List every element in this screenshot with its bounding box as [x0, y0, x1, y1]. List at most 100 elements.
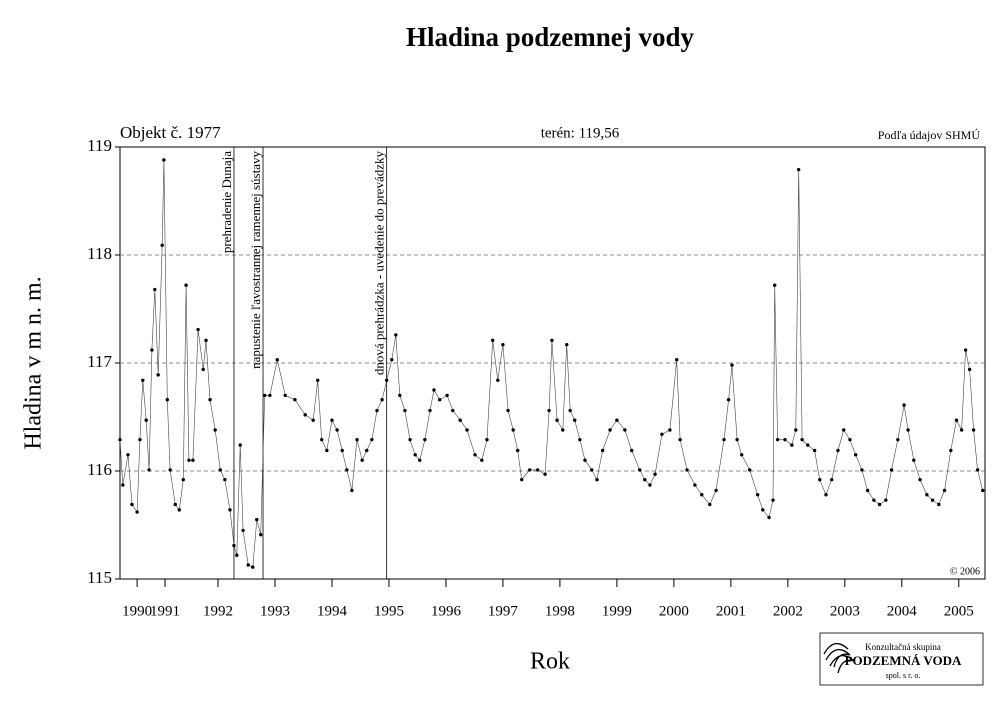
data-point	[561, 428, 565, 432]
data-point	[516, 448, 520, 453]
data-point	[568, 408, 572, 413]
data-point	[251, 565, 255, 569]
data-point	[191, 458, 195, 462]
y-tick-label: 117	[87, 352, 112, 371]
data-point	[213, 428, 217, 432]
x-tick-label: 1998	[545, 603, 575, 619]
data-point	[693, 483, 697, 487]
data-point	[930, 498, 935, 502]
data-point	[853, 453, 858, 457]
data-point	[963, 348, 968, 352]
data-point	[818, 477, 822, 482]
data-point	[739, 453, 744, 457]
data-point	[168, 468, 172, 472]
data-point	[501, 342, 505, 347]
data-point	[942, 488, 947, 493]
data-point	[615, 418, 619, 422]
data-point	[147, 468, 151, 472]
data-point	[458, 418, 462, 422]
data-point	[806, 443, 810, 447]
data-point	[437, 398, 442, 402]
data-point	[685, 468, 689, 472]
data-line	[119, 159, 983, 568]
x-tick-label: 2000	[659, 603, 689, 619]
data-point	[700, 493, 704, 497]
data-point	[118, 437, 122, 442]
data-point	[747, 468, 752, 472]
data-point	[235, 553, 239, 557]
data-point	[135, 510, 139, 514]
data-point	[967, 367, 972, 372]
data-point	[877, 502, 882, 507]
data-point	[201, 367, 205, 372]
data-point	[165, 398, 169, 402]
data-point	[547, 408, 551, 413]
data-point	[912, 458, 916, 462]
data-point	[473, 453, 477, 457]
data-point	[204, 338, 208, 343]
data-point	[403, 408, 407, 413]
data-point	[535, 468, 540, 472]
data-point	[228, 508, 232, 512]
data-point	[906, 428, 910, 432]
data-point	[345, 468, 349, 472]
data-point	[660, 432, 664, 436]
data-point	[528, 468, 532, 472]
data-point	[121, 483, 125, 487]
y-tick-label: 115	[87, 568, 112, 587]
data-point	[445, 393, 449, 398]
data-point	[187, 458, 191, 462]
data-point	[490, 338, 495, 343]
data-point	[623, 428, 627, 432]
data-point	[565, 342, 569, 347]
data-point	[643, 477, 647, 482]
data-point	[824, 493, 828, 497]
data-point	[675, 358, 679, 362]
data-point	[360, 458, 364, 462]
data-point	[773, 283, 777, 287]
data-point	[848, 437, 852, 442]
source-label: Podľa údajov SHMÚ	[878, 128, 981, 142]
data-point	[981, 488, 985, 493]
data-point	[432, 388, 436, 392]
data-point	[578, 437, 582, 442]
data-point	[173, 502, 177, 507]
logo-text: spol. s r. o.	[886, 671, 921, 680]
data-point	[398, 393, 402, 398]
y-tick-label: 118	[87, 244, 112, 263]
data-point	[451, 408, 455, 413]
data-point	[138, 437, 142, 442]
x-tick-label: 2005	[944, 603, 974, 619]
data-point	[595, 477, 599, 482]
data-point	[196, 327, 200, 332]
data-point	[316, 378, 320, 382]
data-point	[668, 428, 672, 432]
x-tick-label: 1991	[150, 603, 180, 619]
data-point	[653, 472, 657, 476]
data-point	[771, 498, 775, 502]
data-point	[637, 468, 642, 472]
data-point	[156, 373, 160, 377]
data-point	[259, 533, 263, 537]
data-point	[184, 283, 188, 287]
data-point	[726, 398, 731, 402]
x-axis-label: Rok	[530, 649, 570, 675]
data-point	[238, 443, 242, 447]
data-point	[241, 528, 245, 533]
data-point	[608, 428, 612, 432]
data-point	[153, 287, 157, 292]
event-label: napustenie ľavostrannej ramennej sústavy	[248, 151, 263, 369]
data-point	[355, 437, 359, 442]
y-tick-label: 119	[87, 136, 112, 155]
data-point	[550, 338, 554, 343]
data-point	[144, 418, 148, 422]
object-label: Objekt č. 1977	[120, 123, 221, 142]
x-tick-label: 1994	[317, 603, 348, 619]
data-point	[181, 477, 185, 482]
data-point	[884, 498, 888, 502]
data-point	[126, 453, 130, 457]
data-point	[160, 243, 164, 247]
data-point	[208, 398, 212, 402]
data-point	[506, 408, 510, 413]
